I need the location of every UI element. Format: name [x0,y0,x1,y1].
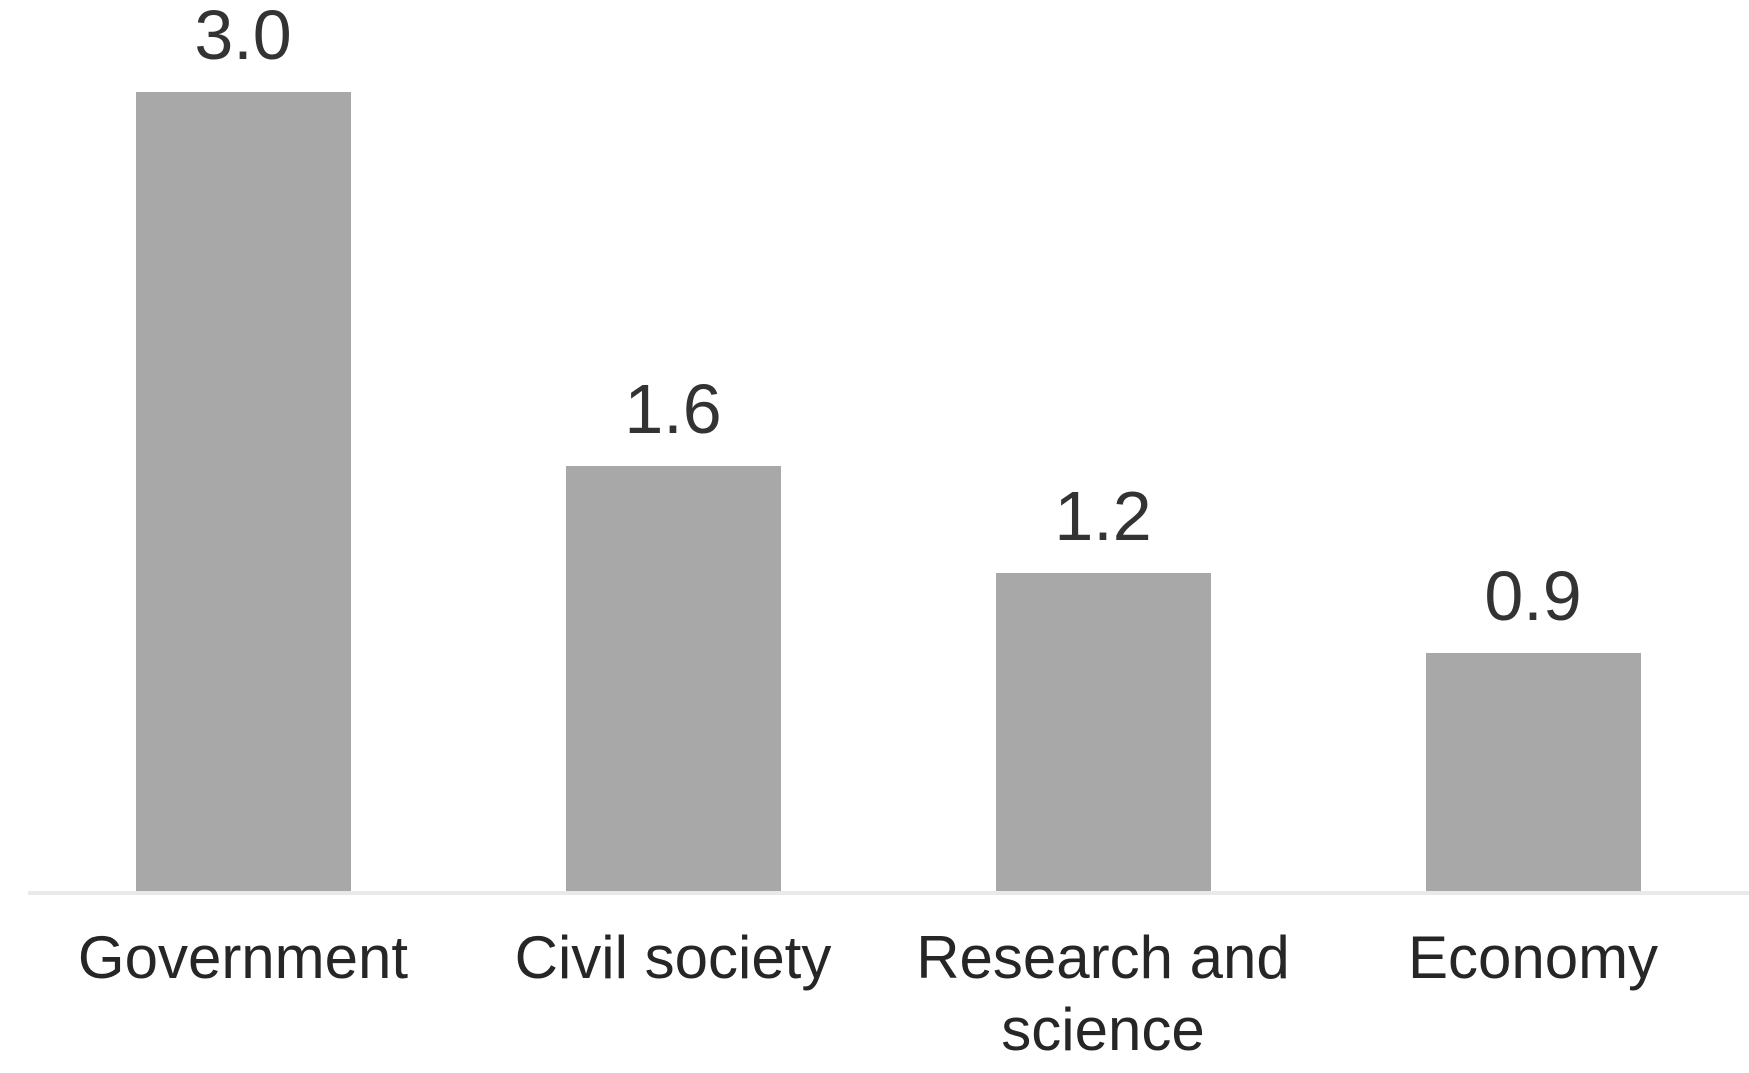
category-label: Research and science [916,924,1290,1063]
bar-value-label: 0.9 [1484,557,1582,635]
bar-group: 3.0 [28,0,458,893]
category-label: Economy [1407,924,1659,991]
bar-value-label: 1.2 [1054,477,1152,555]
bar [995,573,1211,893]
bar-value-label: 1.6 [624,370,722,448]
category-label: Government [77,924,409,991]
plot-area: 3.0 1.6 1.2 0.9 [28,0,1748,893]
x-axis-line [28,891,1749,895]
bar [565,466,781,893]
category-label: Civil society [514,924,832,991]
bar-group: 0.9 [1318,0,1748,893]
x-axis-labels: Government Civil society Research and sc… [28,922,1748,1066]
bar-value-label: 3.0 [194,0,292,74]
bar [135,92,351,893]
bar-group: 1.2 [888,0,1318,893]
bar-group: 1.6 [458,0,888,893]
bar [1425,653,1641,893]
